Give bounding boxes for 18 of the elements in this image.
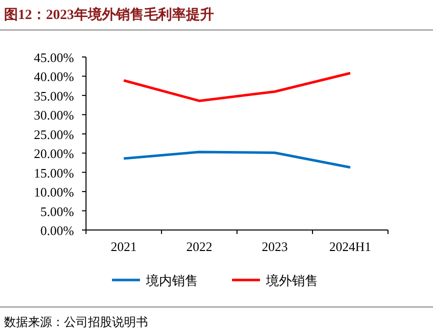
y-tick-label: 5.00% <box>40 204 74 219</box>
y-tick-label: 20.00% <box>34 146 74 162</box>
y-tick-label: 25.00% <box>34 126 74 142</box>
y-tick-label: 35.00% <box>34 88 74 104</box>
source-note: 数据来源：公司招股说明书 <box>4 315 148 329</box>
y-tick-label: 15.00% <box>34 165 74 180</box>
legend-label: 境外销售 <box>265 273 318 288</box>
x-tick-label: 2024H1 <box>329 239 372 254</box>
y-tick-label: 40.00% <box>34 69 74 84</box>
y-tick-label: 45.00% <box>34 50 74 65</box>
x-tick-label: 2022 <box>186 239 212 254</box>
y-tick-label: 0.00% <box>40 223 74 238</box>
y-tick-label: 10.00% <box>34 184 74 200</box>
x-tick-label: 2023 <box>262 239 288 254</box>
x-tick-label: 2021 <box>110 239 137 254</box>
legend-label: 境内销售 <box>145 273 198 288</box>
y-tick-label: 30.00% <box>34 108 74 123</box>
chart-title: 图12：2023年境外销售毛利率提升 <box>4 6 214 23</box>
